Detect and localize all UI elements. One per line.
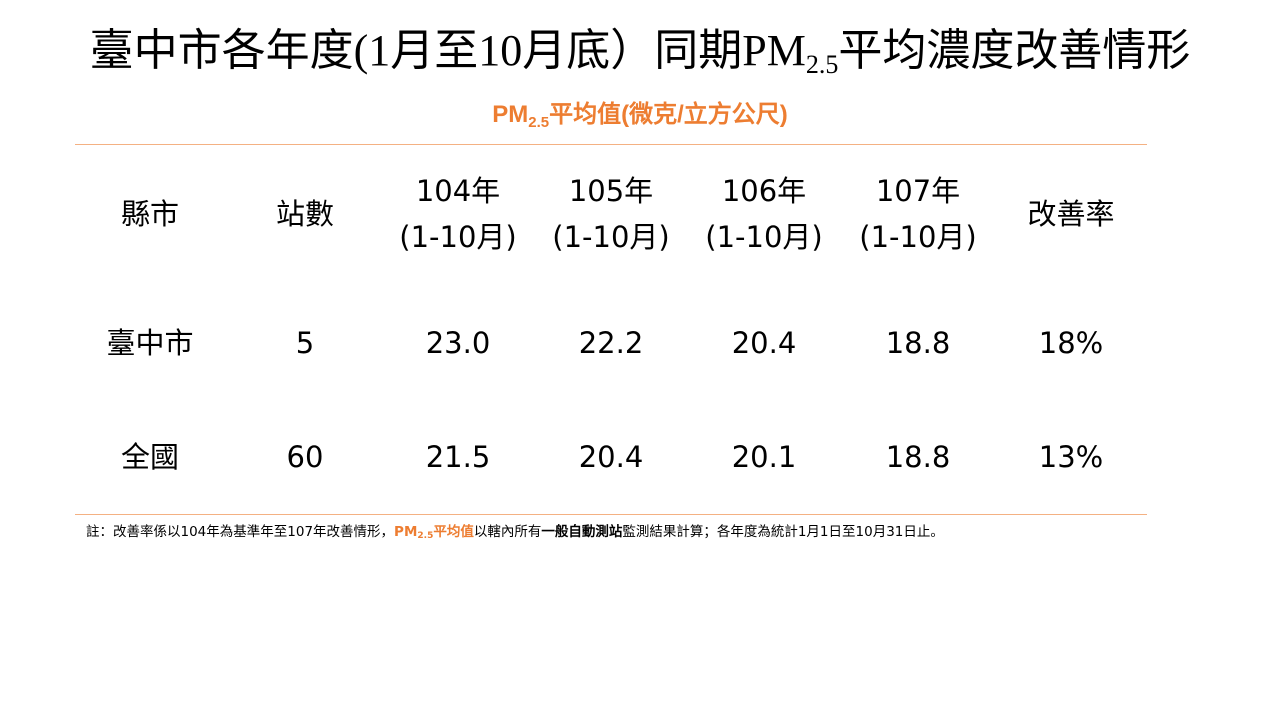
- table-cell: 18%: [1038, 326, 1104, 360]
- table-cell: 13%: [1038, 440, 1104, 474]
- header-cell: (1-10月): [859, 220, 977, 254]
- note-highlight: PM: [394, 524, 418, 540]
- header-cell: 106年: [721, 174, 807, 208]
- title-text: 平均濃度改善情形: [838, 26, 1191, 75]
- table-cell: 18.8: [885, 326, 951, 360]
- table-cell: 60: [286, 440, 324, 474]
- table-cell: 20.4: [731, 326, 797, 360]
- note-text: 以轄內所有: [473, 524, 542, 540]
- title: 臺中市各年度(1月至10月底）同期PM2.5平均濃度改善情形: [0, 14, 1280, 78]
- table-cell: 22.2: [578, 326, 644, 360]
- table-cell: 20.1: [731, 440, 797, 474]
- header-cell: 105年: [568, 174, 654, 208]
- table-cell: 20.4: [578, 440, 644, 474]
- subtitle-text: 平均值(微克/立方公尺): [549, 101, 788, 128]
- bottom-rule: [75, 514, 1147, 515]
- table-cell: 18.8: [885, 440, 951, 474]
- note-text: 監測結果計算；各年度為統計1月1日至10月31日止。: [622, 524, 944, 540]
- header-cell: (1-10月): [552, 220, 670, 254]
- note-text: 註：改善率係以104年為基準年至107年改善情形，: [86, 524, 395, 540]
- header-cell: (1-10月): [705, 220, 823, 254]
- top-rule: [75, 144, 1147, 145]
- subtitle: PM2.5平均值(微克/立方公尺): [0, 94, 1280, 131]
- header-cell: (1-10月): [399, 220, 517, 254]
- table-cell: 23.0: [425, 326, 491, 360]
- title-subscript: 2.5: [805, 50, 839, 79]
- header-cell: 107年: [875, 174, 961, 208]
- note-subscript: 2.5: [417, 531, 434, 541]
- table-cell: 21.5: [425, 440, 491, 474]
- header-cell: 104年: [415, 174, 501, 208]
- table-cell: 5: [295, 326, 315, 360]
- note: 註：改善率係以104年為基準年至107年改善情形，PM2.5平均值以轄內所有一般…: [86, 520, 944, 541]
- title-text: 臺中市各年度(1月至10月底）同期PM: [89, 26, 806, 75]
- note-bold: 一般自動測站: [541, 524, 623, 540]
- header-cell: 站數: [275, 197, 334, 231]
- table-cell: 全國: [120, 440, 179, 474]
- table-cell: 臺中市: [106, 326, 194, 360]
- note-highlight: 平均值: [433, 524, 474, 540]
- subtitle-subscript: 2.5: [528, 114, 550, 131]
- header-cell: 縣市: [120, 197, 179, 231]
- header-cell: 改善率: [1027, 197, 1115, 231]
- subtitle-text: PM: [492, 101, 529, 128]
